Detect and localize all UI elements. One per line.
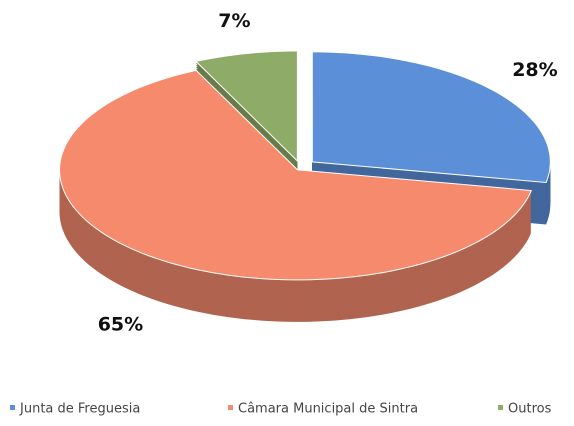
data-label: 7% bbox=[218, 10, 250, 32]
legend-label: Junta de Freguesia bbox=[19, 402, 140, 417]
data-label: 65% bbox=[98, 313, 143, 335]
slice bbox=[194, 50, 298, 163]
legend-swatch bbox=[228, 405, 233, 410]
legend-swatch bbox=[498, 405, 503, 410]
legend-swatch bbox=[10, 405, 15, 410]
data-label: 28% bbox=[512, 59, 557, 81]
slice bbox=[311, 51, 551, 184]
legend-label: Outros bbox=[508, 402, 552, 417]
slice bbox=[59, 69, 533, 281]
legend-label: Câmara Municipal de Sintra bbox=[238, 402, 418, 417]
